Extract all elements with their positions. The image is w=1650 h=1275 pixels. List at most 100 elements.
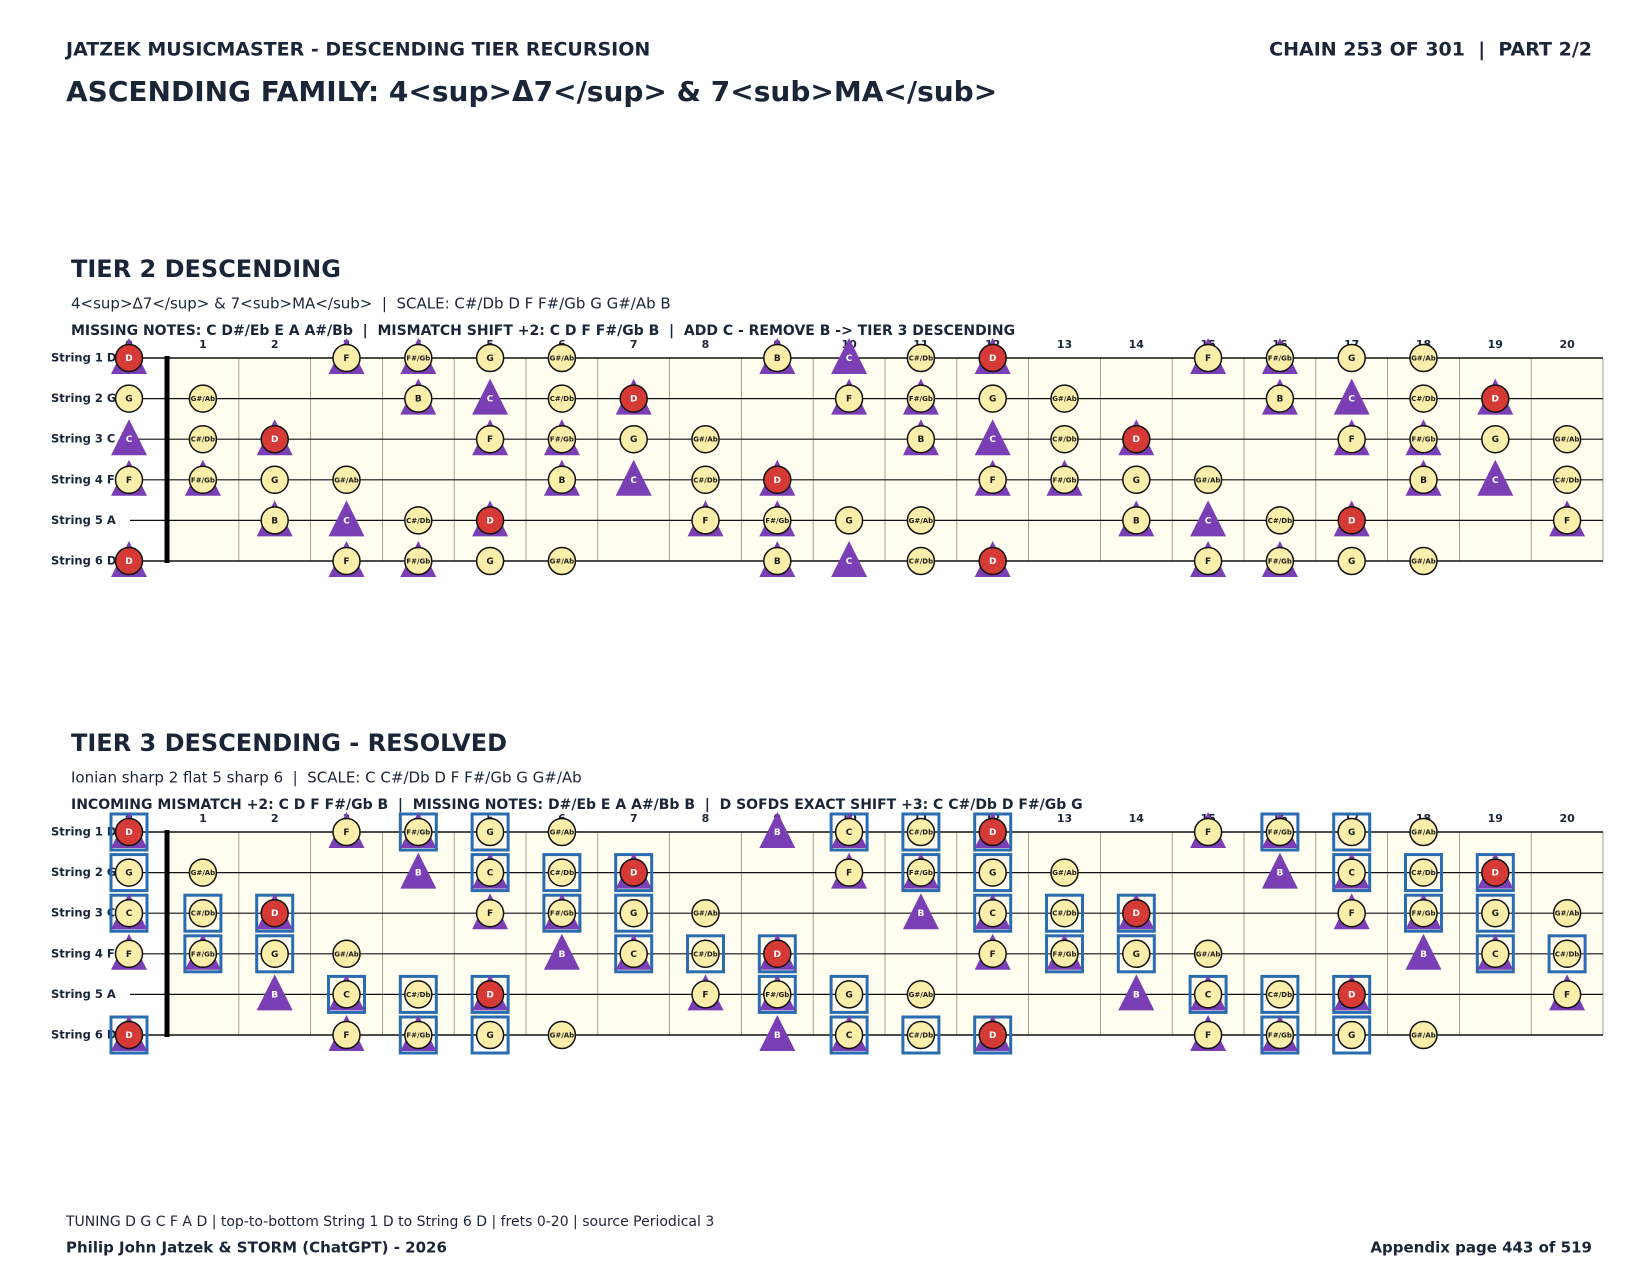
note-circle [1409,898,1438,928]
note-label: G#/Ab [693,910,718,918]
family-triangle [831,541,868,577]
note: G [114,384,144,413]
note-label: G [486,828,493,838]
note: G#/Ab [332,939,361,969]
note-label: G#/Ab [1555,436,1580,444]
note: F#/Gb [759,500,796,537]
note: C [831,541,868,577]
fret-number: 7 [630,338,638,351]
note-circle [404,506,433,535]
note: G [475,546,505,576]
note: C [1477,459,1514,496]
fret-number: 7 [630,812,638,825]
note-label: D [989,557,996,567]
note-circle [404,817,433,847]
family-triangle [256,974,293,1011]
note-circle [1481,384,1510,413]
note: C#/Db [686,934,725,974]
note: D [759,459,796,496]
note-circle [1552,424,1582,454]
note: B [1118,500,1155,537]
note: D [1333,500,1370,537]
note: D [111,338,147,374]
note-label: C [1492,476,1499,486]
note: G#/Ab [1409,1020,1438,1050]
note-label: C#/Db [1052,910,1076,918]
note: B [256,974,293,1011]
note-circle [1409,424,1438,454]
string-label: String 4 F [51,472,115,486]
note: C#/Db [547,384,577,413]
note-label: D [1492,869,1499,879]
note-circle [1409,1020,1438,1050]
note-circle [188,858,218,887]
note-label: C#/Db [1555,950,1579,958]
family-triangle [111,419,147,456]
family-triangle [759,812,796,848]
note: B [1118,974,1155,1011]
note: G [1337,546,1366,576]
note-label: F [1205,828,1211,838]
note-circle [475,817,505,847]
note: D [974,338,1011,374]
note: F#/Gb [398,812,438,852]
note-circle [188,424,218,454]
note-circle [332,546,361,576]
note-label: F [343,1031,349,1041]
note-label: F [1205,1031,1211,1041]
note: C#/Db [906,343,936,373]
note: G [255,934,295,974]
note-circle [906,384,936,413]
note: D [1118,419,1155,456]
note-label: C [846,1031,853,1041]
note: C#/Db [188,424,218,454]
note-label: G [486,557,493,567]
note-circle [978,858,1007,887]
note-label: D [989,1031,996,1041]
note: C [974,419,1011,456]
note-circle [619,898,648,928]
note-circle [619,384,648,413]
note: F#/Gb [1261,338,1298,374]
note-circle [978,1020,1007,1050]
note-circle [906,506,936,535]
mismatch-box [542,853,582,893]
note-circle [1337,980,1366,1009]
note: G#/Ab [188,384,218,413]
note-label: G#/Ab [909,991,934,999]
note: C#/Db [691,465,720,495]
mismatch-box [470,812,510,852]
note: G#/Ab [1409,343,1438,373]
note-circle [1337,817,1366,847]
note: D [973,812,1013,852]
note-label: C [989,435,996,445]
note-label: C#/Db [1411,395,1435,403]
note: C [614,933,654,974]
note-label: F#/Gb [406,1032,430,1040]
note: D [614,852,654,893]
note-label: B [774,828,781,838]
note: G [1481,424,1510,454]
note-label: B [774,557,781,567]
note-circle [114,465,144,495]
note-label: F [990,950,996,960]
note-circle [1050,858,1079,887]
note-label: F [343,354,349,364]
mismatch-box [1260,974,1300,1014]
note-label: C#/Db [1411,869,1435,877]
note-label: C [343,990,350,1000]
note-label: F#/Gb [1053,476,1077,484]
note-circle [1409,465,1438,495]
note-circle [332,1020,361,1050]
note-circle [547,465,577,495]
note: F#/Gb [1260,812,1300,852]
note-label: B [774,354,781,364]
note: C#/Db [542,853,582,893]
mismatch-box [255,934,295,974]
family-triangle [1261,852,1298,889]
note-label: F#/Gb [550,910,574,918]
note-label: F#/Gb [1412,436,1436,444]
note-circle [834,980,864,1009]
note-label: D [1133,909,1140,919]
note-label: D [125,1031,132,1041]
